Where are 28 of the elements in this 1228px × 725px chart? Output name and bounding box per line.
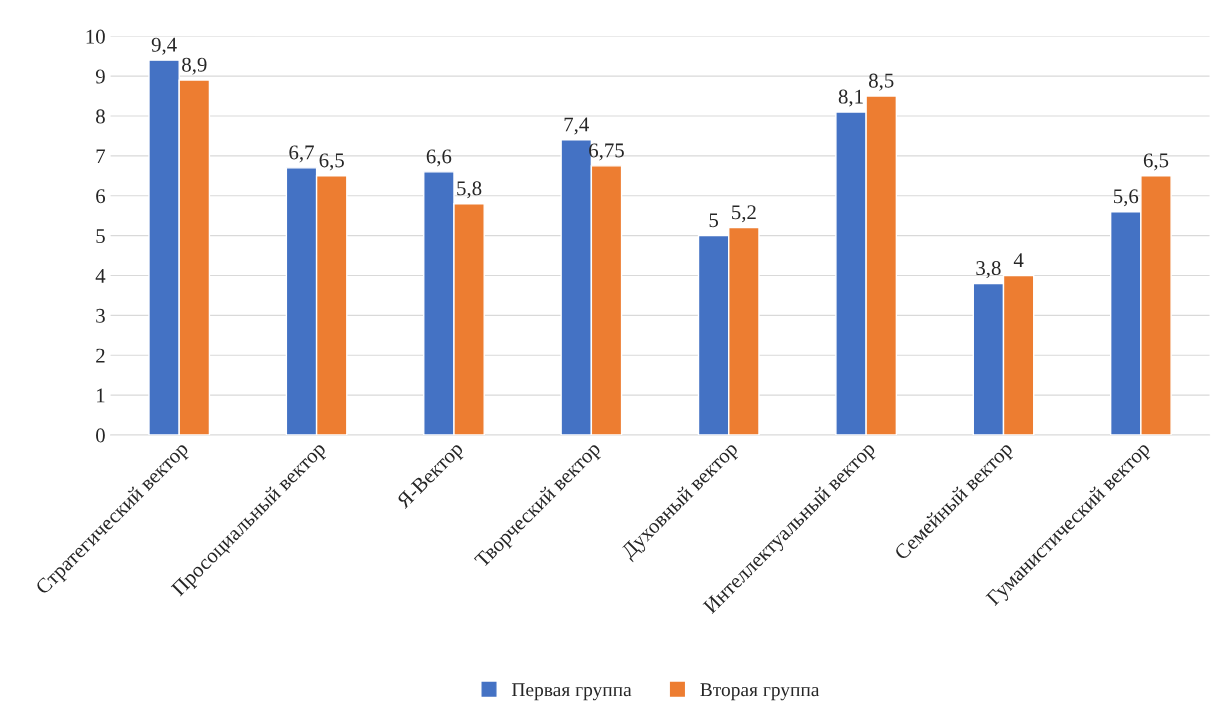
- data-label: 5,8: [457, 181, 482, 199]
- legend-label: Первая группа: [511, 683, 632, 701]
- data-label: 5,6: [1113, 189, 1139, 207]
- y-tick-label: 9: [95, 69, 105, 84]
- data-label: 6,7: [289, 145, 314, 163]
- legend-label: Вторая группа: [700, 683, 820, 701]
- data-label: 8,5: [869, 73, 894, 91]
- y-tick-label: 8: [96, 109, 105, 124]
- data-label: 3,8: [976, 261, 1001, 279]
- data-label: 6,6: [426, 149, 452, 167]
- data-label: 7,4: [564, 117, 589, 135]
- data-label: 8,1: [838, 89, 863, 107]
- data-label: 5,2: [732, 205, 756, 223]
- y-tick-label: 7: [96, 149, 106, 164]
- y-tick-label: 4: [95, 269, 106, 283]
- data-label: 6,5: [1143, 153, 1169, 171]
- y-tick-label: 1: [97, 388, 105, 403]
- data-label: 6,5: [319, 153, 344, 171]
- data-label: 9,4: [151, 37, 177, 55]
- y-tick-label: 2: [96, 348, 105, 363]
- y-tick-label: 6: [96, 189, 106, 204]
- data-label: 4: [1013, 253, 1024, 267]
- data-label: 8,9: [182, 57, 207, 75]
- y-tick-label: 0: [96, 428, 105, 443]
- y-tick-label: 5: [96, 229, 105, 244]
- y-tick-label: 10: [86, 29, 105, 44]
- data-label: 5: [709, 213, 719, 228]
- y-tick-label: 3: [96, 308, 105, 323]
